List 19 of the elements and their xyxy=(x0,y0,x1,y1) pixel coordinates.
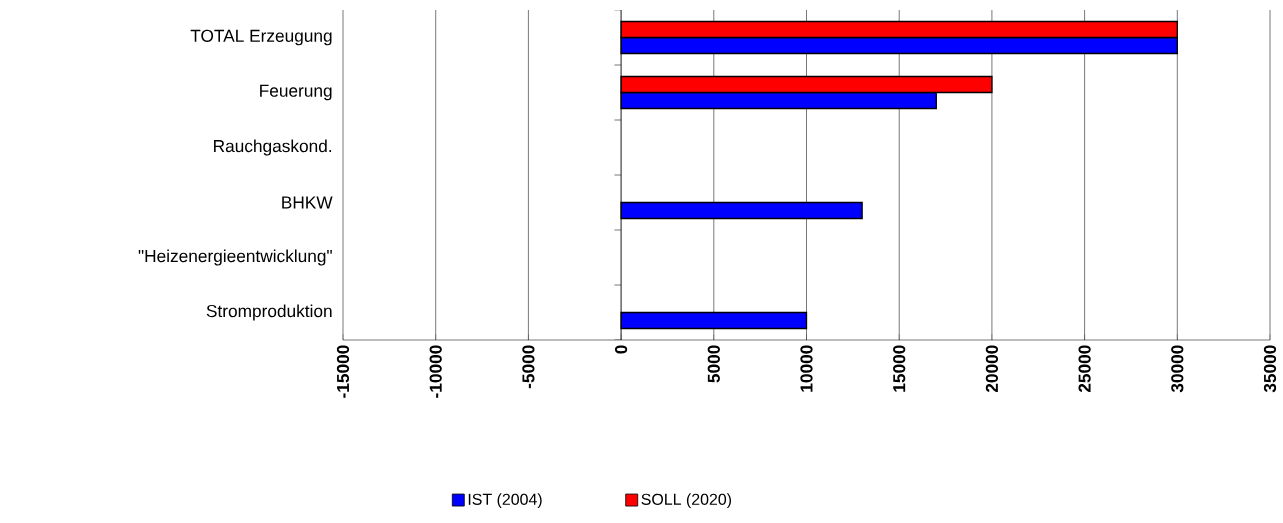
x-tick-label: -10000 xyxy=(429,345,442,398)
x-tick-label: 30000 xyxy=(1171,345,1184,393)
y-tick-label: BHKW xyxy=(282,196,333,209)
y-tick-label: "Heizenergieentwicklung" xyxy=(138,249,332,266)
x-tick-label: 0 xyxy=(614,345,628,354)
x-tick-label: 5000 xyxy=(707,345,720,383)
x-tick-label: 15000 xyxy=(893,345,906,392)
x-tick-label: 25000 xyxy=(1078,345,1091,393)
x-tick-label: 20000 xyxy=(985,345,999,393)
x-tick-label: -15000 xyxy=(336,345,350,398)
x-tick-label: 10000 xyxy=(800,345,813,392)
x-tick-label: -5000 xyxy=(522,345,535,389)
legend-label: SOLL (2020) xyxy=(641,493,732,509)
y-tick-label: Feuerung xyxy=(260,84,332,101)
legend-label: IST (2004) xyxy=(468,493,542,509)
y-tick-label: Rauchgaskond. xyxy=(214,139,332,156)
y-tick-label: Stromproduktion xyxy=(206,304,332,321)
x-tick-label: 35000 xyxy=(1263,345,1277,393)
y-tick-label: TOTAL Erzeugung xyxy=(190,29,332,46)
